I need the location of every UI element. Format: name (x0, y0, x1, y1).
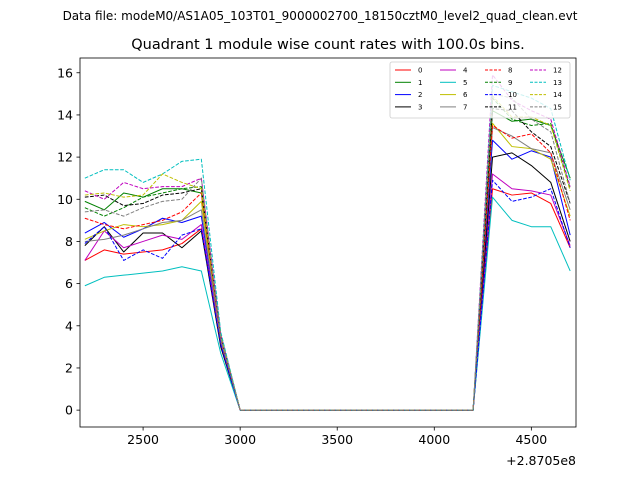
series-line-12 (84, 74, 571, 411)
series-line-15 (84, 93, 571, 411)
legend-label: 0 (418, 67, 422, 75)
legend-label: 4 (463, 67, 468, 75)
y-tick-label: 14 (57, 107, 73, 122)
legend-label: 14 (553, 91, 562, 99)
axes-frame (79, 57, 577, 428)
series-line-11 (84, 108, 571, 411)
legend-entry-15: 15 (530, 103, 562, 111)
y-tick-label: 2 (65, 360, 73, 375)
legend-entry-8: 8 (485, 67, 512, 75)
y-tick-label: 8 (65, 234, 73, 249)
legend-label: 11 (508, 103, 517, 111)
legend-entry-2: 2 (395, 91, 422, 99)
legend-label: 10 (508, 91, 517, 99)
legend-entry-4: 4 (440, 67, 468, 75)
x-axis: 2500 3000 3500 4000 4500 (127, 427, 547, 447)
y-tick-label: 0 (65, 403, 73, 418)
x-tick-label: 3500 (321, 432, 353, 447)
legend-entry-3: 3 (395, 103, 422, 111)
legend-label: 6 (463, 91, 468, 99)
legend-label: 5 (463, 79, 467, 87)
legend-label: 15 (553, 103, 562, 111)
legend-entry-7: 7 (440, 103, 467, 111)
y-axis: 0 2 4 6 8 10 12 14 16 (57, 65, 80, 418)
suptitle: Data file: modeM0/AS1A05_103T01_90000027… (63, 9, 578, 23)
legend-label: 12 (553, 67, 562, 75)
x-offset-label: +2.8705e8 (506, 453, 576, 468)
legend-box (389, 61, 571, 119)
legend-label: 13 (553, 79, 562, 87)
legend-entry-9: 9 (485, 79, 512, 87)
y-tick-label: 6 (65, 276, 73, 291)
y-tick-label: 12 (57, 150, 73, 165)
legend-entry-12: 12 (530, 67, 562, 75)
legend-label: 3 (418, 103, 422, 111)
x-tick-label: 4000 (418, 432, 450, 447)
legend-label: 1 (418, 79, 422, 87)
legend-label: 9 (508, 79, 512, 87)
legend-entry-0: 0 (395, 67, 422, 75)
x-tick-label: 4500 (515, 432, 547, 447)
x-tick-label: 3000 (224, 432, 256, 447)
series-layer (84, 74, 571, 411)
x-tick-label: 2500 (127, 432, 159, 447)
legend-entry-6: 6 (440, 91, 468, 99)
y-tick-label: 10 (57, 192, 73, 207)
legend-entry-13: 13 (530, 79, 562, 87)
legend-label: 7 (463, 103, 467, 111)
legend-entry-10: 10 (485, 91, 517, 99)
legend-entry-1: 1 (395, 79, 422, 87)
legend-entry-14: 14 (530, 91, 562, 99)
legend-entry-5: 5 (440, 79, 467, 87)
chart-title: Quadrant 1 module wise count rates with … (131, 37, 525, 53)
legend-entry-11: 11 (485, 103, 517, 111)
legend-label: 8 (508, 67, 512, 75)
legend-label: 2 (418, 91, 422, 99)
y-tick-label: 16 (57, 65, 73, 80)
y-tick-label: 4 (65, 318, 73, 333)
